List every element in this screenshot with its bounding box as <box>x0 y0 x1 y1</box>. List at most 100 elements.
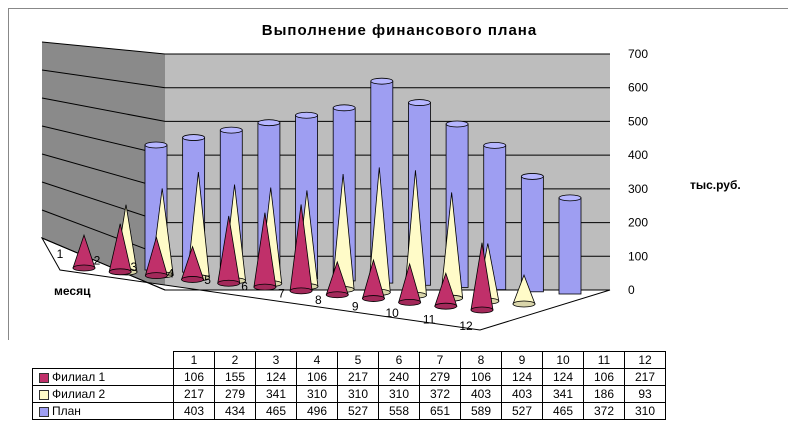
data-table-value: 465 <box>542 402 584 420</box>
data-table-month: 11 <box>583 351 625 369</box>
data-table-value: 217 <box>337 368 379 386</box>
y-tick-label: 100 <box>628 249 648 263</box>
data-table-row: Филиал 1 106 155 124 106 217 240 279 106 124 124 10… <box>32 368 666 386</box>
data-table-value: 310 <box>337 385 379 403</box>
data-table: 1 2 3 4 5 6 7 8 9 10 11 12 Филиал 1 106 155 124 106 217 2… <box>32 351 666 420</box>
y-tick-label: 600 <box>628 81 648 95</box>
bar-plan-top <box>558 194 582 202</box>
legend-label: План <box>52 404 81 418</box>
data-table-month: 3 <box>255 351 297 369</box>
data-table-value: 403 <box>173 402 215 420</box>
x-tick-label: 7 <box>278 286 285 300</box>
gridline <box>41 181 166 224</box>
y-tick-label: 200 <box>628 216 648 230</box>
data-table-month: 6 <box>378 351 420 369</box>
data-table-value: 279 <box>419 368 461 386</box>
data-table-row: Филиал 2 217 279 341 310 310 310 372 403 403 341 18… <box>32 385 666 403</box>
data-table-series-label: Филиал 1 <box>32 368 174 386</box>
legend-swatch <box>39 389 49 400</box>
bar-plan <box>558 197 582 295</box>
bar-plan <box>520 176 544 293</box>
data-table-value: 310 <box>296 385 338 403</box>
bar-plan-top <box>445 120 469 128</box>
x-tick-label: 8 <box>315 293 322 307</box>
bar-plan-top <box>332 104 356 112</box>
x-tick-label: 3 <box>130 260 137 274</box>
y-tick-label: 0 <box>628 283 635 297</box>
gridline <box>41 41 166 55</box>
data-table-value: 93 <box>624 385 666 403</box>
bar-branch-1-base <box>253 283 277 291</box>
data-table-month: 10 <box>542 351 584 369</box>
legend-swatch <box>39 372 49 383</box>
y-tick-label: 400 <box>628 148 648 162</box>
x-tick-label: 5 <box>204 273 211 287</box>
data-table-month: 8 <box>460 351 502 369</box>
x-tick-label: 6 <box>241 280 248 294</box>
chart-frame-left <box>8 8 9 340</box>
x-axis-label: месяц <box>54 284 91 298</box>
data-table-corner <box>33 352 174 369</box>
data-table-value: 341 <box>542 385 584 403</box>
x-tick-label: 4 <box>167 267 174 281</box>
data-table-value: 496 <box>296 402 338 420</box>
data-table-value: 465 <box>255 402 297 420</box>
data-table-value: 310 <box>378 385 420 403</box>
data-table-value: 434 <box>214 402 256 420</box>
data-table-value: 240 <box>378 368 420 386</box>
bar-plan-top <box>182 134 206 141</box>
y-axis-label: тыс.руб. <box>690 178 741 192</box>
data-table-value: 403 <box>501 385 543 403</box>
data-table-month: 2 <box>214 351 256 369</box>
data-table-row: План 403 434 465 496 527 558 651 589 527 465 372 310 <box>32 402 666 420</box>
data-table-value: 124 <box>255 368 297 386</box>
bar-branch-1-base <box>398 298 422 306</box>
data-table-value: 651 <box>419 402 461 420</box>
legend-swatch <box>39 406 49 417</box>
data-table-month: 7 <box>419 351 461 369</box>
data-table-series-label: План <box>32 402 174 420</box>
bar-plan-top <box>295 111 318 119</box>
x-tick-label: 10 <box>386 306 400 320</box>
data-table-value: 527 <box>501 402 543 420</box>
bar-plan-top <box>370 77 394 85</box>
bar-plan-top <box>219 126 243 134</box>
y-tick-label: 500 <box>628 114 648 128</box>
gridline <box>41 237 166 291</box>
chart-title: Выполнение финансового плана <box>261 22 538 39</box>
bar-branch-1-base <box>217 279 241 287</box>
data-table-month: 9 <box>501 351 543 369</box>
x-tick-label: 1 <box>57 247 64 261</box>
bar-branch-1-base <box>362 295 385 302</box>
data-table-value: 106 <box>173 368 215 386</box>
bar-plan-top <box>483 142 507 149</box>
data-table-value: 186 <box>583 385 625 403</box>
gridline <box>41 97 166 122</box>
bar-branch-1-base <box>470 306 494 314</box>
bar-branch-1-base <box>181 276 204 283</box>
x-tick-label: 9 <box>352 299 359 313</box>
data-table-header-row: 1 2 3 4 5 6 7 8 9 10 11 12 <box>33 351 666 369</box>
bar-plan-top <box>408 99 431 106</box>
data-table-value: 106 <box>296 368 338 386</box>
data-table-value: 155 <box>214 368 256 386</box>
data-table-value: 310 <box>624 402 666 420</box>
data-table-month: 4 <box>296 351 338 369</box>
data-table-value: 403 <box>460 385 502 403</box>
bar-plan-top <box>144 141 168 149</box>
gridline <box>41 209 166 257</box>
data-table-series-label: Филиал 2 <box>32 385 174 403</box>
bar-plan-top <box>257 119 281 127</box>
bar-branch-2-base <box>512 300 536 308</box>
x-tick-label: 12 <box>459 319 473 333</box>
data-table-month: 1 <box>173 351 215 369</box>
data-table-value: 279 <box>214 385 256 403</box>
y-tick-label: 700 <box>628 47 648 61</box>
x-tick-label: 2 <box>94 254 101 268</box>
data-table-value: 106 <box>583 368 625 386</box>
bar-branch-1-base <box>72 264 96 272</box>
data-table-value: 527 <box>337 402 379 420</box>
data-table-value: 106 <box>460 368 502 386</box>
data-table-value: 124 <box>542 368 584 386</box>
